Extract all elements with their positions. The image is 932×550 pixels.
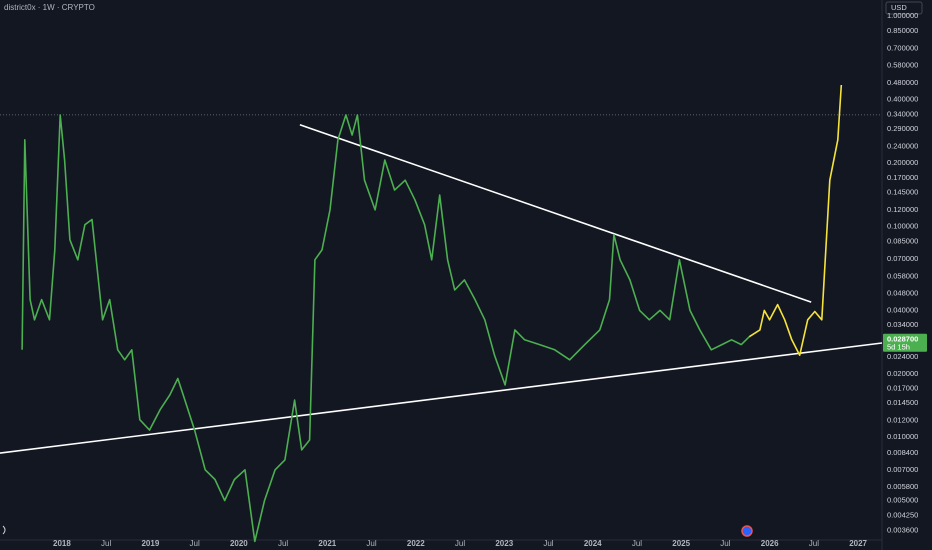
x-tick-label: 2020 (230, 539, 248, 548)
logo (741, 525, 753, 537)
x-tick-label: Jul (809, 539, 819, 548)
x-tick-label: 2027 (849, 539, 867, 548)
y-tick-label: 0.058000 (887, 271, 918, 280)
countdown: 5d 15h (887, 343, 910, 352)
y-tick-label: 0.100000 (887, 222, 918, 231)
trendline (0, 342, 883, 454)
currency[interactable]: USD (891, 3, 907, 12)
y-tick-label: 0.200000 (887, 158, 918, 167)
x-tick-label: 2021 (318, 539, 336, 548)
x-tick-label: Jul (190, 539, 200, 548)
y-tick-label: 0.004250 (887, 510, 918, 519)
y-tick-label: 0.120000 (887, 205, 918, 214)
y-tick-label: 0.145000 (887, 188, 918, 197)
x-tick-label: Jul (455, 539, 465, 548)
price-line (748, 84, 843, 356)
y-tick-label: 0.290000 (887, 124, 918, 133)
price-line (21, 114, 750, 543)
y-tick-label: 1.000000 (887, 11, 918, 20)
x-tick-label: Jul (632, 539, 642, 548)
y-tick-label: 0.008400 (887, 448, 918, 457)
x-tick-label: Jul (366, 539, 376, 548)
last-price-text: 0.028700 (887, 335, 918, 344)
x-tick-label: Jul (278, 539, 288, 548)
chart-title: district0x · 1W · CRYPTO (4, 3, 95, 12)
y-tick-label: 0.012000 (887, 415, 918, 424)
y-tick-label: 0.085000 (887, 236, 918, 245)
y-tick-label: 0.340000 (887, 110, 918, 119)
y-tick-label: 0.170000 (887, 173, 918, 182)
y-tick-label: 0.005800 (887, 482, 918, 491)
y-tick-label: 0.014500 (887, 398, 918, 407)
y-tick-label: 0.480000 (887, 78, 918, 87)
y-tick-label: 0.040000 (887, 305, 918, 314)
y-tick-label: 0.005000 (887, 496, 918, 505)
x-tick-label: 2026 (761, 539, 779, 548)
x-tick-label: Jul (543, 539, 553, 548)
y-tick-label: 0.070000 (887, 254, 918, 263)
y-tick-label: 0.580000 (887, 61, 918, 70)
x-tick-label: 2019 (141, 539, 159, 548)
x-tick-label: Jul (101, 539, 111, 548)
settings-icon[interactable] (2, 525, 6, 535)
x-tick-label: 2023 (495, 539, 513, 548)
last-price-label (883, 333, 927, 352)
y-tick-label: 0.007000 (887, 465, 918, 474)
x-tick-label: 2018 (53, 539, 71, 548)
y-tick-label: 0.017000 (887, 384, 918, 393)
y-tick-label: 0.048000 (887, 289, 918, 298)
y-tick-label: 0.010000 (887, 432, 918, 441)
y-tick-label: 0.020000 (887, 369, 918, 378)
x-tick-label: 2025 (672, 539, 690, 548)
currency-box[interactable] (885, 1, 923, 15)
y-tick-label: 0.850000 (887, 26, 918, 35)
x-tick-label: 2024 (584, 539, 602, 548)
y-tick-label: 0.034000 (887, 320, 918, 329)
y-tick-label: 0.024000 (887, 352, 918, 361)
trendline (299, 124, 812, 303)
x-tick-label: 2022 (407, 539, 425, 548)
y-tick-label: 0.700000 (887, 44, 918, 53)
y-tick-label: 0.003600 (887, 526, 918, 535)
y-tick-label: 0.240000 (887, 141, 918, 150)
x-tick-label: Jul (720, 539, 730, 548)
y-tick-label: 0.400000 (887, 95, 918, 104)
